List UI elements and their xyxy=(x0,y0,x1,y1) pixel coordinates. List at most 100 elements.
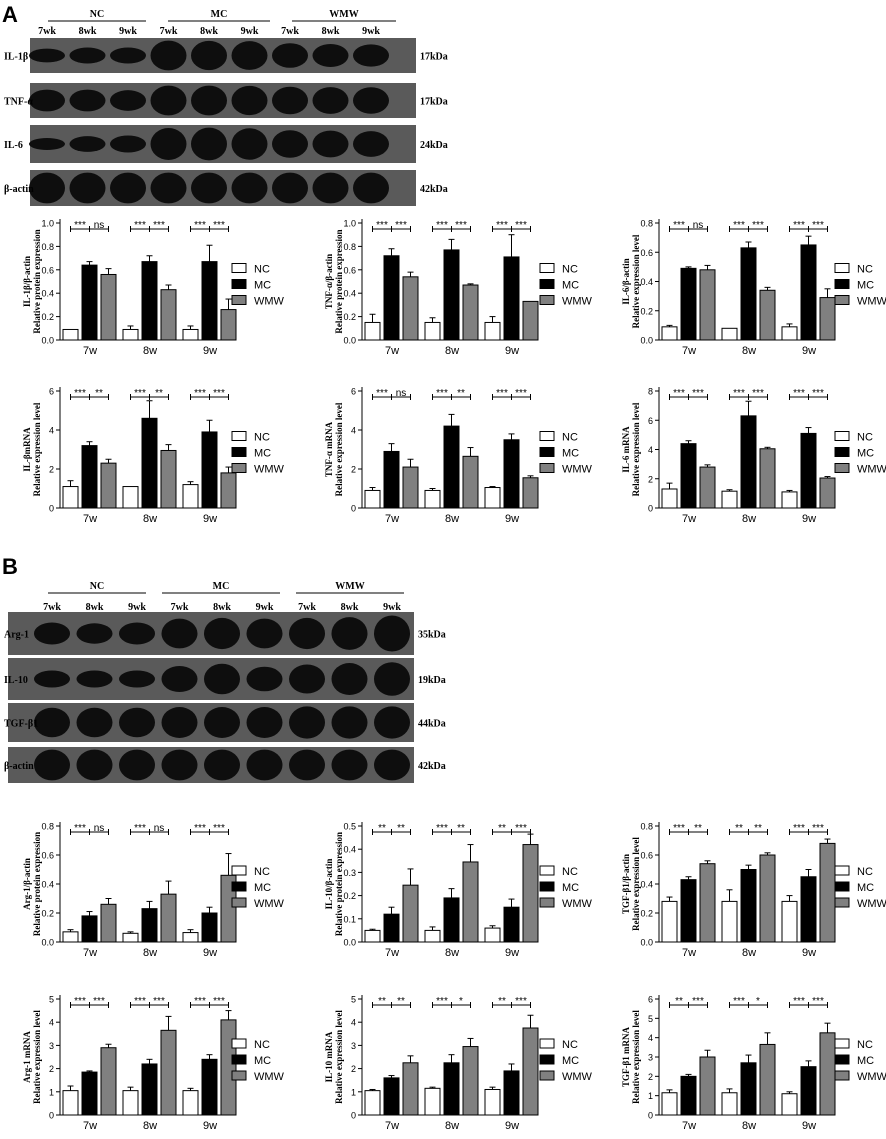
x-tick-label: 9w xyxy=(802,947,816,959)
sig-label: ** xyxy=(378,996,386,1007)
bar-nc xyxy=(424,489,441,509)
blot-band xyxy=(374,615,410,652)
y-axis-label-2: Relative expression level xyxy=(334,402,344,496)
bar-wmw xyxy=(522,477,539,509)
y-tick-label: 4 xyxy=(648,1033,653,1043)
blot-kda-label: 24kDa xyxy=(420,140,448,151)
blot-band xyxy=(331,749,368,781)
y-tick-label: 2 xyxy=(351,1064,356,1074)
bar-nc xyxy=(721,490,738,509)
sig-label: ns xyxy=(693,220,704,231)
bar-nc xyxy=(62,1090,79,1116)
bar-nc xyxy=(364,929,381,943)
sig-label: * xyxy=(459,996,463,1007)
sig-label: *** xyxy=(793,996,805,1007)
bar-chart: 0.0 0.2 0.4 0.6 0.8 1.0 TNF-α/β-actin Relative … xyxy=(324,219,593,358)
bar-wmw xyxy=(462,861,479,943)
sig-label: *** xyxy=(213,823,225,834)
bar-mc xyxy=(800,876,817,943)
bar-chart: 0.0 0.2 0.4 0.6 0.8 IL-6/β-actin Relative expr… xyxy=(621,219,886,358)
bar-mc xyxy=(800,1066,817,1116)
sig-label: *** xyxy=(194,220,206,231)
legend-swatch xyxy=(539,447,555,457)
sig-label: ** xyxy=(397,823,405,834)
blot-lane-label: 8wk xyxy=(200,26,218,37)
blot-band xyxy=(289,664,325,694)
x-tick-label: 7w xyxy=(83,1120,97,1132)
legend-swatch xyxy=(231,1054,247,1065)
blot-band xyxy=(312,130,349,158)
bar-wmw xyxy=(759,854,776,943)
bar-mc xyxy=(141,261,158,341)
sig-label: *** xyxy=(213,996,225,1007)
x-tick-label: 9w xyxy=(203,1120,217,1132)
blot-band xyxy=(246,749,283,781)
blot-band xyxy=(76,707,113,738)
x-tick-label: 8w xyxy=(143,345,157,357)
bar-wmw xyxy=(402,466,419,509)
sig-label: *** xyxy=(436,996,448,1007)
y-tick-label: 0.8 xyxy=(640,822,653,832)
blot-band xyxy=(119,670,155,688)
y-tick-label: 2 xyxy=(49,465,54,475)
sig-label: *** xyxy=(812,996,824,1007)
blot-band xyxy=(353,87,389,114)
legend-label: WMW xyxy=(562,898,593,910)
legend-label: NC xyxy=(857,432,873,444)
bar-nc xyxy=(781,326,798,341)
legend-label: MC xyxy=(562,280,579,292)
blot-band xyxy=(231,41,268,70)
sig-label: *** xyxy=(194,996,206,1007)
legend-swatch xyxy=(539,431,555,441)
blot-band xyxy=(312,87,349,114)
y-tick-label: 1.0 xyxy=(343,219,356,229)
sig-label: ** xyxy=(754,823,762,834)
blot-protein-label: Arg-1 xyxy=(4,630,29,641)
legend-label: MC xyxy=(254,280,271,292)
legend-label: WMW xyxy=(857,898,886,910)
bar-nc xyxy=(122,1090,139,1116)
blot-band xyxy=(150,85,187,116)
bar-mc xyxy=(383,913,400,943)
sig-label: *** xyxy=(134,996,146,1007)
bar-nc xyxy=(62,931,79,943)
legend-label: MC xyxy=(857,882,874,894)
blot-band xyxy=(331,663,368,695)
x-tick-label: 8w xyxy=(445,947,459,959)
legend-label: WMW xyxy=(254,464,285,476)
blot-lane-label: 8wk xyxy=(341,602,359,613)
bar-wmw xyxy=(100,903,117,943)
blot-group-label: WMW xyxy=(335,581,364,592)
x-tick-label: 7w xyxy=(385,947,399,959)
y-axis-label-2: Relative expression level xyxy=(32,1010,42,1104)
blot-band xyxy=(231,128,268,160)
blot-band xyxy=(191,172,227,204)
blot-band xyxy=(150,172,187,204)
legend-swatch xyxy=(834,1054,850,1065)
legend-label: NC xyxy=(254,866,270,878)
y-axis-label: IL-10 mRNA xyxy=(324,1031,334,1082)
x-tick-label: 8w xyxy=(143,513,157,525)
y-tick-label: 0.0 xyxy=(343,336,356,346)
blot-band xyxy=(76,623,113,644)
legend-label: MC xyxy=(562,448,579,460)
bar-wmw xyxy=(759,448,776,509)
legend-label: MC xyxy=(857,1055,874,1067)
legend-label: NC xyxy=(857,866,873,878)
legend-swatch xyxy=(231,431,247,441)
y-axis-label-2: Relative expression level xyxy=(631,402,641,496)
sig-label: *** xyxy=(812,220,824,231)
bar-nc xyxy=(781,1093,798,1116)
y-axis-label-2: Relative expression level xyxy=(631,234,641,328)
blot-band xyxy=(34,670,70,688)
x-tick-label: 9w xyxy=(203,513,217,525)
legend-swatch xyxy=(539,1070,555,1081)
x-tick-label: 8w xyxy=(143,947,157,959)
legend-swatch xyxy=(539,881,555,892)
sig-label: *** xyxy=(673,823,685,834)
y-tick-label: 0 xyxy=(351,1111,356,1121)
blot-band xyxy=(150,40,187,71)
blot-band xyxy=(312,172,349,204)
legend-swatch xyxy=(231,881,247,892)
blot-band xyxy=(34,749,70,781)
